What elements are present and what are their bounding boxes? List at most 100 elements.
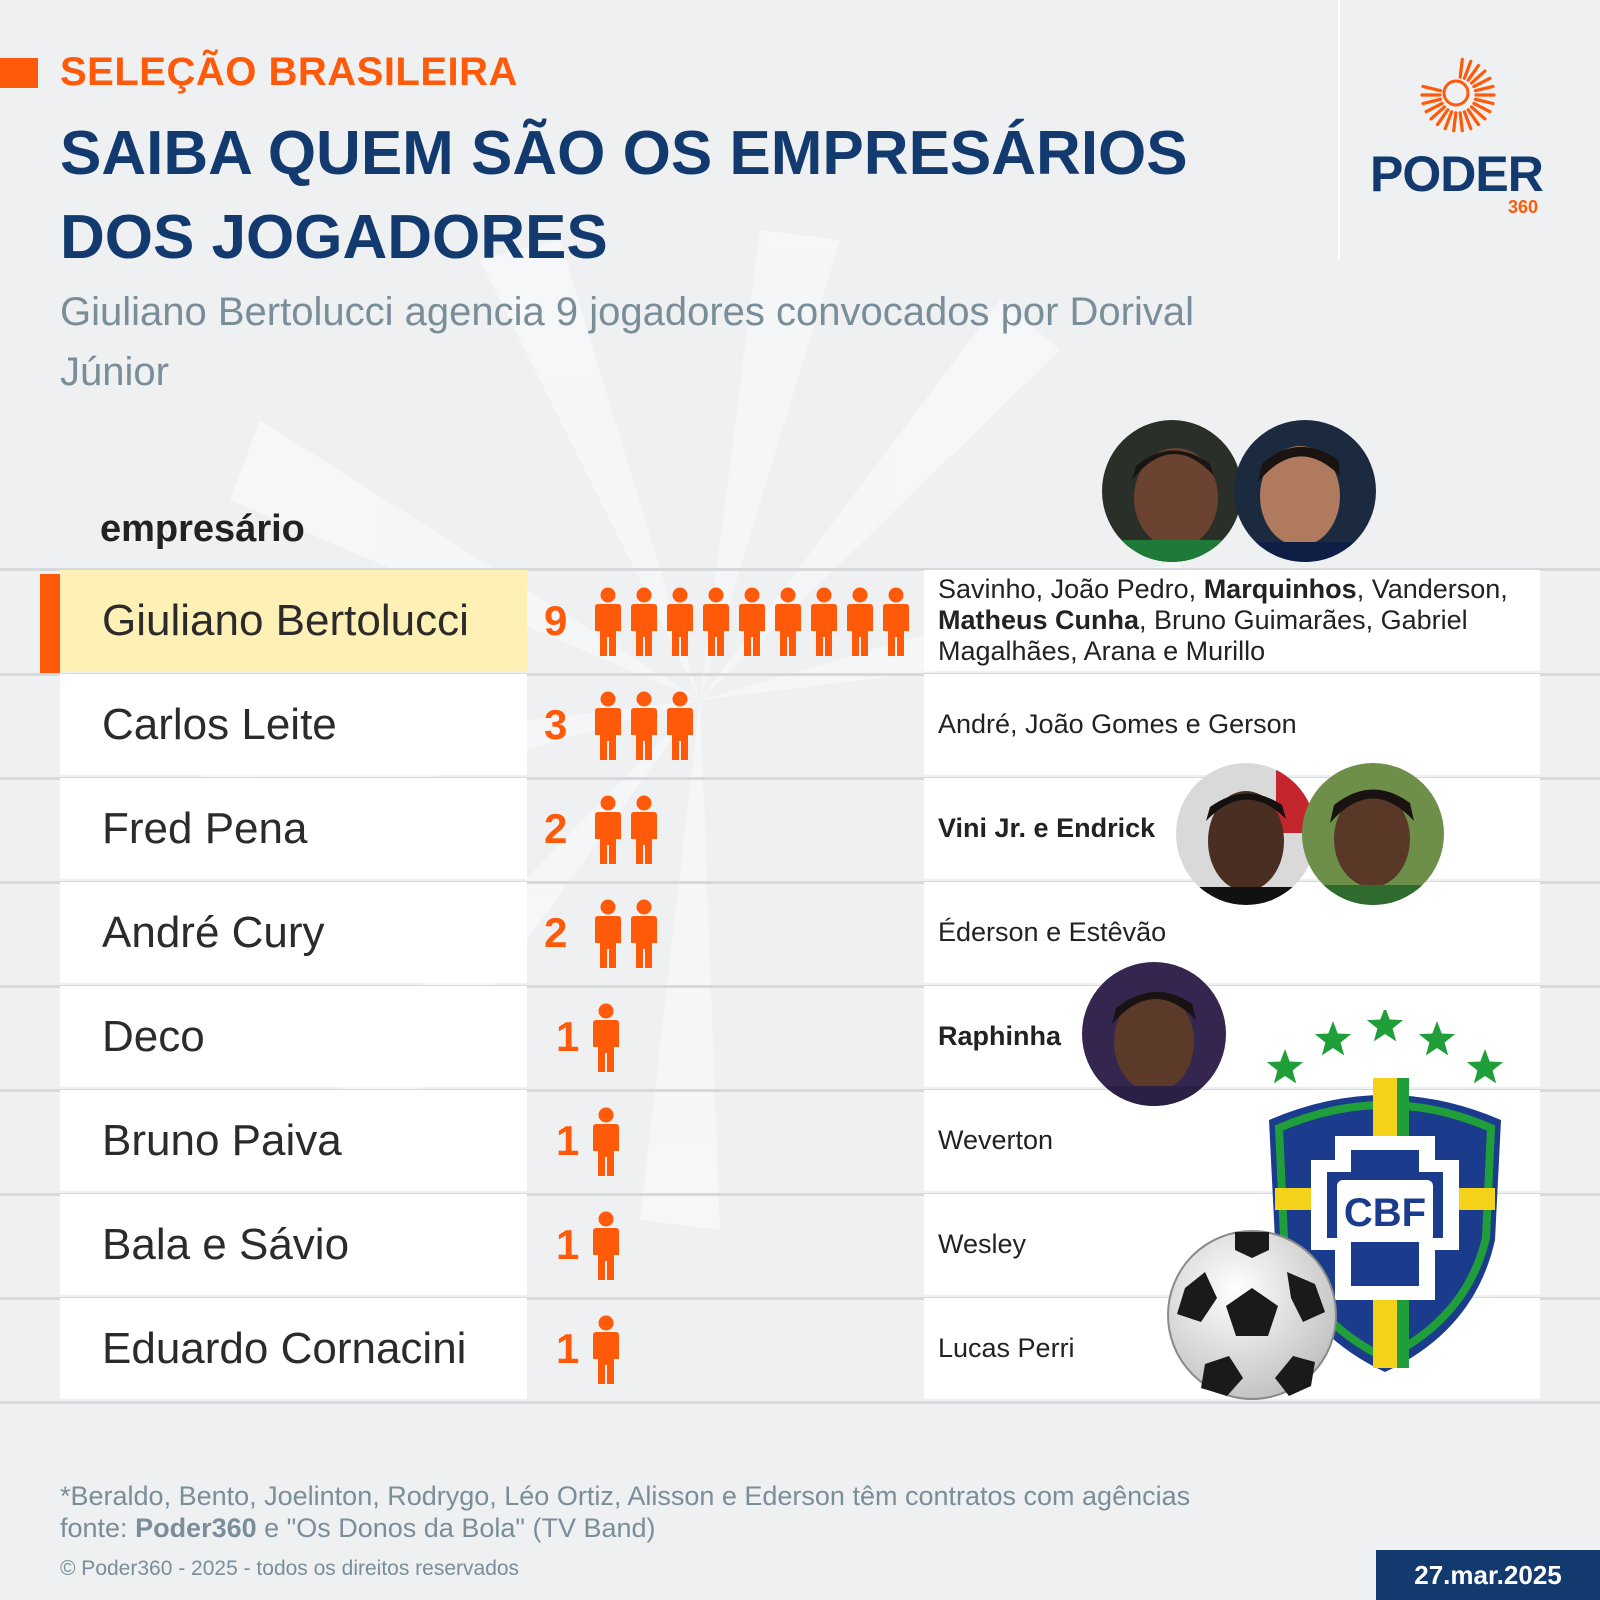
- agent-name: Fred Pena: [102, 804, 308, 853]
- person-icon-group: [590, 1107, 622, 1177]
- agent-cell: Carlos Leite: [60, 674, 527, 775]
- player-names: , Vanderson,: [1356, 574, 1508, 604]
- person-icon: [700, 587, 732, 657]
- person-icon: [592, 691, 624, 761]
- person-icon-group: [592, 899, 660, 969]
- player-count: 1: [556, 1013, 580, 1060]
- person-icon: [880, 587, 912, 657]
- footnote: *Beraldo, Bento, Joelinton, Rodrygo, Léo…: [60, 1480, 1360, 1544]
- logo-number: 360: [1508, 197, 1539, 217]
- person-icon: [590, 1211, 622, 1281]
- agent-cell: Deco: [60, 986, 527, 1087]
- footnote-source: fonte: Poder360 e "Os Donos da Bola" (TV…: [60, 1512, 1360, 1544]
- players-cell: André, João Gomes e Gerson: [924, 674, 1540, 775]
- players-list: Savinho, João Pedro, Marquinhos, Vanders…: [938, 574, 1538, 667]
- agent-name: André Cury: [102, 908, 325, 957]
- person-icon: [844, 587, 876, 657]
- person-icon: [808, 587, 840, 657]
- agent-name: Carlos Leite: [102, 700, 337, 749]
- player-photo-5: [1082, 962, 1226, 1106]
- player-count: 9: [544, 597, 568, 644]
- person-icon: [628, 587, 660, 657]
- source-bold: Poder360: [135, 1513, 257, 1543]
- person-icon: [664, 587, 696, 657]
- star-icon: [1418, 1021, 1456, 1056]
- logo-divider: [1338, 0, 1340, 260]
- kicker: SELEÇÃO BRASILEIRA: [60, 50, 518, 94]
- person-icon: [628, 795, 660, 865]
- person-icon-group: [590, 1315, 622, 1385]
- players-list: Vini Jr. e Endrick: [938, 813, 1156, 843]
- player-photo-3: [1176, 763, 1316, 905]
- poder360-logo: PODER 360: [1370, 55, 1550, 225]
- agent-cell: Giuliano Bertolucci: [60, 570, 527, 671]
- person-icon-group: [590, 1211, 622, 1281]
- agent-cell: Bruno Paiva: [60, 1090, 527, 1191]
- column-header: empresário: [100, 508, 305, 550]
- person-icon: [664, 691, 696, 761]
- players-list: Weverton: [938, 1125, 1054, 1155]
- subtitle: Giuliano Bertolucci agencia 9 jogadores …: [60, 290, 1194, 394]
- agent-name: Bala e Sávio: [102, 1220, 350, 1269]
- person-icon: [628, 899, 660, 969]
- person-icon: [772, 587, 804, 657]
- player-names: , Bruno Guimarães, Gabriel Magalhães, Ar…: [938, 605, 1468, 666]
- player-count: 3: [544, 701, 568, 748]
- table-row: Giuliano Bertolucci 9 Savinho, João Pedro,…: [0, 568, 1600, 676]
- agent-cell: Fred Pena: [60, 778, 527, 879]
- agent-cell: Eduardo Cornacini: [60, 1298, 527, 1399]
- players-list: André, João Gomes e Gerson: [938, 709, 1297, 739]
- person-icon: [590, 1315, 622, 1385]
- players-cell: Savinho, João Pedro, Marquinhos, Vanders…: [924, 570, 1540, 671]
- player-names: Savinho, João Pedro,: [938, 574, 1204, 604]
- footnote-note: *Beraldo, Bento, Joelinton, Rodrygo, Léo…: [60, 1481, 1191, 1511]
- kicker-bar: [0, 58, 38, 88]
- person-icon: [592, 587, 624, 657]
- copyright: © Poder360 - 2025 - todos os direitos re…: [60, 1557, 520, 1580]
- player-count: 1: [556, 1325, 580, 1372]
- player-photo-4: [1302, 763, 1444, 905]
- soccer-ball-icon: [1167, 1230, 1337, 1400]
- player-count: 2: [544, 909, 568, 956]
- table-row: André Cury 2 Éderson e Estêvão: [0, 882, 1600, 988]
- page-title: SAIBA QUEM SÃO OS EMPRESÁRIOS DOS JOGADO…: [60, 119, 1188, 272]
- source-prefix: fonte:: [60, 1513, 136, 1543]
- person-icon: [592, 795, 624, 865]
- player-name-bold: Matheus Cunha: [938, 605, 1140, 635]
- highlight-bar: [40, 574, 60, 674]
- star-icon: [1266, 1049, 1304, 1084]
- agent-name: Bruno Paiva: [102, 1116, 342, 1165]
- person-icon: [592, 899, 624, 969]
- sunburst-icon: [1420, 57, 1496, 133]
- player-count: 1: [556, 1221, 580, 1268]
- source-rest: e "Os Donos da Bola" (TV Band): [256, 1513, 656, 1543]
- cbf-text: CBF: [1344, 1191, 1426, 1235]
- person-icon-group: [592, 587, 912, 657]
- date-badge: 27.mar.2025: [1376, 1550, 1600, 1600]
- player-count: 1: [556, 1117, 580, 1164]
- person-icon: [590, 1003, 622, 1073]
- person-icon-group: [592, 795, 660, 865]
- star-icon: [1366, 1010, 1404, 1042]
- player-name-bold: Marquinhos: [1203, 574, 1357, 604]
- star-icon: [1314, 1021, 1352, 1056]
- players-list: Raphinha: [938, 1021, 1062, 1051]
- person-icon-group: [590, 1003, 622, 1073]
- star-icon: [1466, 1049, 1504, 1084]
- table-row: Carlos Leite 3 André, João Gomes e Gerson: [0, 674, 1600, 780]
- agent-name: Giuliano Bertolucci: [102, 596, 469, 645]
- logo-word: PODER: [1370, 146, 1544, 202]
- agent-cell: André Cury: [60, 882, 527, 983]
- players-list: Wesley: [938, 1229, 1027, 1259]
- agent-cell: Bala e Sávio: [60, 1194, 527, 1295]
- players-list: Éderson e Estêvão: [938, 917, 1167, 947]
- person-icon: [736, 587, 768, 657]
- person-icon: [590, 1107, 622, 1177]
- person-icon: [628, 691, 660, 761]
- agent-name: Eduardo Cornacini: [102, 1324, 467, 1373]
- player-photo-1: [1102, 420, 1242, 562]
- player-count: 2: [544, 805, 568, 852]
- player-photo-2: [1234, 420, 1376, 562]
- players-list: Lucas Perri: [938, 1333, 1075, 1363]
- person-icon-group: [592, 691, 696, 761]
